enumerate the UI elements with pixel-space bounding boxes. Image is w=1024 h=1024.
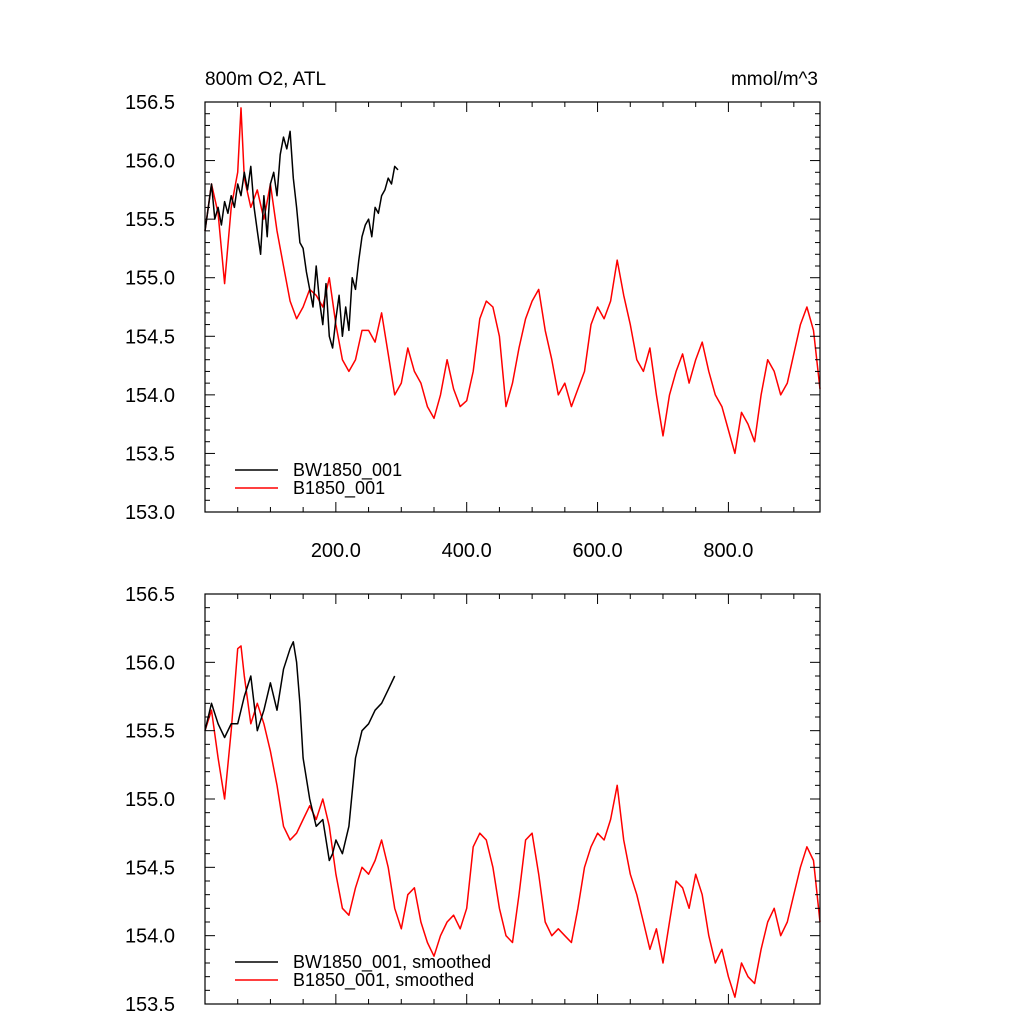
y-tick-label: 156.0 xyxy=(125,151,175,173)
y-tick-label: 154.5 xyxy=(125,857,175,879)
y-tick-label: 155.0 xyxy=(125,789,175,811)
y-tick-label: 155.5 xyxy=(125,209,175,231)
bottom-panel: 153.5 154.0 154.5 155.0 155.5 156.0 156.5 BW18… xyxy=(125,584,821,1016)
units-label: mmol/m^3 xyxy=(731,69,818,90)
x-tick-label: 400.0 xyxy=(442,540,492,562)
series-line-b1850 xyxy=(204,107,821,455)
plot-frame xyxy=(204,101,821,513)
y-tick-label: 154.5 xyxy=(125,326,175,348)
y-tick-label: 153.0 xyxy=(125,502,175,524)
chart-title: 800m O2, ATL xyxy=(205,69,326,90)
top-panel: 800m O2, ATL mmol/m^3 200.0 400.0 600.0 800… xyxy=(125,69,821,562)
y-tick-label: 154.0 xyxy=(125,385,175,407)
series-line-bw1850 xyxy=(204,130,399,349)
legend-label: B1850_001 xyxy=(293,478,385,499)
series-line-b1850 xyxy=(204,645,821,998)
y-tick-label: 155.5 xyxy=(125,721,175,743)
y-tick-label: 156.5 xyxy=(125,92,175,114)
legend-label: B1850_001, smoothed xyxy=(293,970,474,991)
legend-label: BW1850_001 xyxy=(293,460,402,481)
y-tick-label: 155.0 xyxy=(125,268,175,290)
series-line-bw1850 xyxy=(204,641,396,862)
y-tick-label: 154.0 xyxy=(125,926,175,948)
legend-label: BW1850_001, smoothed xyxy=(293,952,491,973)
x-tick-label: 600.0 xyxy=(573,540,623,562)
y-tick-label: 153.5 xyxy=(125,443,175,465)
x-tick-label: 800.0 xyxy=(703,540,753,562)
y-tick-label: 153.5 xyxy=(125,994,175,1016)
y-tick-label: 156.0 xyxy=(125,652,175,674)
x-tick-label: 200.0 xyxy=(311,540,361,562)
y-tick-label: 156.5 xyxy=(125,584,175,606)
